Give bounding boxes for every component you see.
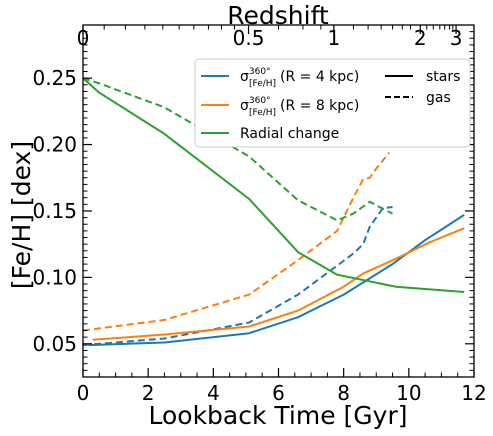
plot-lines — [82, 77, 465, 347]
legend-sup-r8: 360° — [249, 96, 271, 106]
x-tick-label: 6 — [272, 381, 285, 405]
y-tick-label: 0.25 — [32, 66, 77, 90]
legend-label-r4: σ360° [Fe/H] (R = 4 kpc) — [240, 67, 359, 89]
legend-label-radial: Radial change — [240, 126, 339, 142]
x-tick-label: 10 — [396, 381, 421, 405]
legend-sub-r8: [Fe/H] — [249, 108, 276, 118]
legend-suffix-r8: (R = 8 kpc) — [280, 98, 359, 114]
x-tick-label: 8 — [337, 381, 350, 405]
legend: σ360° [Fe/H] (R = 4 kpc) σ360° [Fe/H] (R = 8… — [194, 58, 471, 148]
x-tick-label: 0 — [77, 381, 90, 405]
y-tick-label: 0.20 — [32, 133, 77, 157]
plot-frame — [82, 24, 475, 378]
x-tick-label: 4 — [207, 381, 220, 405]
legend-sigma-r4: σ — [240, 69, 249, 85]
legend-label-r8: σ360° [Fe/H] (R = 8 kpc) — [240, 96, 359, 118]
legend-sigma-r8: σ — [240, 98, 249, 114]
x-tick-label: 12 — [461, 381, 486, 405]
top-tick-label: 3 — [450, 26, 463, 50]
legend-label-stars: stars — [426, 69, 460, 85]
legend-label-gas: gas — [426, 90, 451, 106]
y-tick-label: 0.05 — [32, 332, 77, 356]
legend-box — [194, 58, 471, 148]
top-axis-title: Redshift — [227, 1, 329, 30]
y-tick-label: 0.15 — [32, 199, 77, 223]
legend-sub-r4: [Fe/H] — [249, 79, 276, 89]
x-tick-label: 2 — [142, 381, 155, 405]
top-tick-label: 0.5 — [233, 26, 265, 50]
series-line-r8-stars — [92, 227, 465, 341]
top-tick-label: 2 — [414, 26, 427, 50]
y-axis-title: [Fe/H] [dex] — [7, 141, 36, 289]
legend-sup-r4: 360° — [249, 67, 271, 77]
y-tick-label: 0.10 — [32, 265, 77, 289]
series-line-r4-stars — [89, 214, 465, 347]
series-line-radial-stars — [82, 77, 465, 293]
series-line-r8-gas — [82, 151, 391, 332]
legend-suffix-r4: (R = 4 kpc) — [280, 69, 359, 85]
x-axis-title: Lookback Time [Gyr] — [149, 401, 408, 430]
top-tick-label: 1 — [328, 26, 341, 50]
